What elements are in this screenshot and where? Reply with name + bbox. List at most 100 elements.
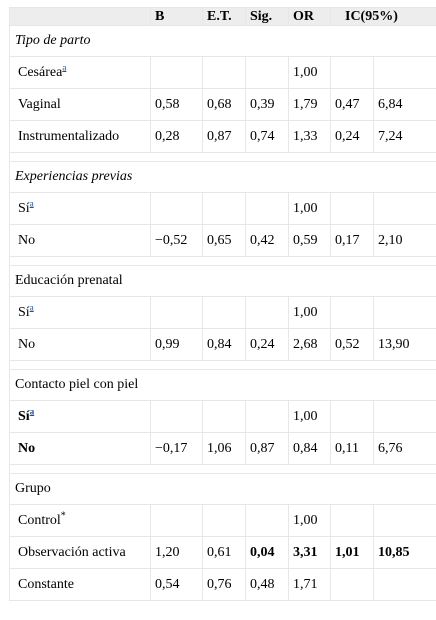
table-row: Control* 1,00 bbox=[10, 505, 436, 537]
value-cell: 1,20 bbox=[151, 537, 203, 569]
value-cell: −0,17 bbox=[151, 433, 203, 465]
value-cell: 0,87 bbox=[246, 433, 289, 465]
section-title: Tipo de parto bbox=[10, 26, 436, 57]
section-row: Educación prenatal bbox=[10, 266, 436, 297]
footnote-link[interactable]: a bbox=[30, 198, 34, 208]
header-row: B E.T. Sig. OR IC(95%) bbox=[10, 8, 436, 26]
value-cell: 0,47 bbox=[331, 89, 374, 121]
spacer-cell bbox=[10, 361, 436, 370]
value-cell: 1,00 bbox=[289, 57, 331, 89]
section-row: Contacto piel con piel bbox=[10, 370, 436, 401]
value-cell: 0,42 bbox=[246, 225, 289, 257]
header-cell-sig: Sig. bbox=[246, 8, 289, 26]
row-label: Observación activa bbox=[18, 545, 126, 560]
value-cell bbox=[246, 193, 289, 225]
value-cell: 0,84 bbox=[203, 329, 246, 361]
row-label-cell: Instrumentalizado bbox=[10, 121, 151, 153]
value-cell bbox=[374, 57, 436, 89]
value-cell: 0,11 bbox=[331, 433, 374, 465]
section-row: Grupo bbox=[10, 474, 436, 505]
value-cell bbox=[246, 401, 289, 433]
value-cell bbox=[331, 193, 374, 225]
value-cell: 0,04 bbox=[246, 537, 289, 569]
value-cell: 0,54 bbox=[151, 569, 203, 601]
footnote-marker: a bbox=[30, 198, 34, 208]
value-cell bbox=[331, 401, 374, 433]
row-label-cell: No bbox=[10, 329, 151, 361]
value-cell bbox=[203, 57, 246, 89]
value-cell bbox=[151, 297, 203, 329]
value-cell bbox=[331, 505, 374, 537]
value-cell: 2,10 bbox=[374, 225, 436, 257]
value-cell: 1,71 bbox=[289, 569, 331, 601]
value-cell: 1,00 bbox=[289, 401, 331, 433]
row-label-cell: Control* bbox=[10, 505, 151, 537]
header-cell-or: OR bbox=[289, 8, 331, 26]
value-cell: −0,52 bbox=[151, 225, 203, 257]
row-label: No bbox=[18, 337, 35, 352]
footnote-link[interactable]: a bbox=[30, 406, 35, 416]
value-cell: 0,84 bbox=[289, 433, 331, 465]
row-label: Instrumentalizado bbox=[18, 129, 119, 144]
header-cell-label bbox=[10, 8, 151, 26]
value-cell: 13,90 bbox=[374, 329, 436, 361]
row-label: Vaginal bbox=[18, 97, 61, 112]
value-cell: 0,28 bbox=[151, 121, 203, 153]
row-label-cell: Vaginal bbox=[10, 89, 151, 121]
footnote-link[interactable]: a bbox=[30, 302, 34, 312]
value-cell: 0,17 bbox=[331, 225, 374, 257]
value-cell bbox=[374, 505, 436, 537]
value-cell bbox=[331, 57, 374, 89]
header-cell-ic: IC(95%) bbox=[331, 8, 436, 26]
value-cell: 0,65 bbox=[203, 225, 246, 257]
value-cell bbox=[374, 401, 436, 433]
value-cell bbox=[374, 193, 436, 225]
value-cell: 3,31 bbox=[289, 537, 331, 569]
footnote-marker: a bbox=[30, 406, 35, 416]
spacer-row bbox=[10, 465, 436, 474]
value-cell: 0,99 bbox=[151, 329, 203, 361]
value-cell bbox=[151, 505, 203, 537]
row-label-cell: No bbox=[10, 433, 151, 465]
value-cell: 0,24 bbox=[331, 121, 374, 153]
value-cell: 0,68 bbox=[203, 89, 246, 121]
spacer-cell bbox=[10, 465, 436, 474]
value-cell: 2,68 bbox=[289, 329, 331, 361]
value-cell bbox=[246, 505, 289, 537]
value-cell bbox=[374, 569, 436, 601]
value-cell: 1,00 bbox=[289, 505, 331, 537]
spacer-row bbox=[10, 361, 436, 370]
row-label-cell: Cesáreaa bbox=[10, 57, 151, 89]
value-cell: 6,76 bbox=[374, 433, 436, 465]
row-label-cell: Sía bbox=[10, 193, 151, 225]
row-label: No bbox=[18, 441, 35, 456]
value-cell: 10,85 bbox=[374, 537, 436, 569]
value-cell: 0,52 bbox=[331, 329, 374, 361]
header-cell-et: E.T. bbox=[203, 8, 246, 26]
spacer-row bbox=[10, 153, 436, 162]
row-label: Control bbox=[18, 513, 61, 528]
row-label: Sí bbox=[18, 409, 30, 424]
value-cell: 1,01 bbox=[331, 537, 374, 569]
section-row: Experiencias previas bbox=[10, 162, 436, 193]
section-row: Tipo de parto bbox=[10, 26, 436, 57]
value-cell: 1,00 bbox=[289, 193, 331, 225]
footnote-star: * bbox=[61, 510, 66, 521]
value-cell: 0,76 bbox=[203, 569, 246, 601]
value-cell bbox=[374, 297, 436, 329]
table-row: Sía 1,00 bbox=[10, 193, 436, 225]
row-label: Sí bbox=[18, 305, 30, 320]
value-cell: 0,61 bbox=[203, 537, 246, 569]
row-label: Sí bbox=[18, 201, 30, 216]
row-label: Constante bbox=[18, 577, 74, 592]
value-cell bbox=[246, 297, 289, 329]
footnote-marker: a bbox=[62, 62, 66, 72]
table-row: Sía 1,00 bbox=[10, 401, 436, 433]
footnote-link[interactable]: a bbox=[62, 62, 66, 72]
section-title: Experiencias previas bbox=[10, 162, 436, 193]
